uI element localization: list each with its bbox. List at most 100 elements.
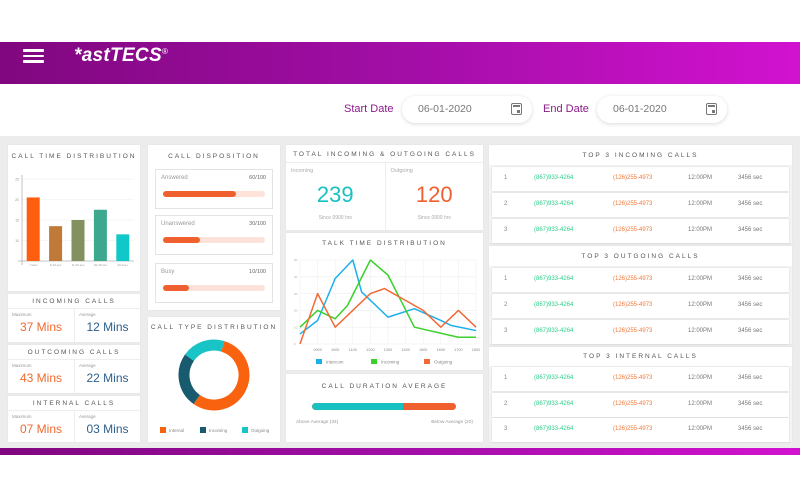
from-number[interactable]: (867)933-4264 (534, 175, 574, 181)
to-number[interactable]: (126)255-4973 (613, 401, 653, 407)
call-type-distribution-card: CALL TYPE DISTRIBUTION Internal Incoming O… (148, 317, 280, 442)
x-tick-label: 1700 (454, 348, 462, 352)
call-time: 12:00PM (688, 426, 713, 432)
card-title: INTERNAL CALLS (32, 400, 116, 407)
disposition-value: 60/100 (249, 175, 266, 181)
to-number[interactable]: (126)255-4973 (613, 375, 653, 381)
y-tick-label: 15 (15, 219, 19, 223)
hamburger-menu-icon[interactable] (23, 49, 44, 63)
card-title: INCOMING CALLS (32, 298, 116, 305)
from-number[interactable]: (867)933-4264 (534, 201, 574, 207)
rank: 3 (504, 227, 508, 233)
series-incoming (299, 259, 476, 339)
rank: 3 (504, 426, 508, 432)
total-calls-card: TOTAL INCOMING & OUTGOING CALLS Incoming… (286, 145, 483, 230)
donut-slice-incoming (178, 354, 201, 405)
rank: 2 (504, 302, 508, 308)
y-tick-label: 20 (15, 198, 19, 202)
card-title: TALK TIME DISTRIBUTION (322, 240, 447, 247)
incoming-total: Incoming 239 Since 0900 hrs (286, 162, 385, 230)
y-tick-label: 30 (294, 292, 298, 296)
from-number[interactable]: (867)933-4264 (534, 426, 574, 432)
incoming-count: 239 (316, 182, 354, 207)
start-date-input[interactable]: 06-01-2020 (402, 96, 532, 123)
call-time: 12:00PM (688, 401, 713, 407)
card-title: CALL TIME DISTRIBUTION (11, 153, 137, 160)
top-outgoing-calls-table: TOP 3 OUTGOING CALLS 1 (867)933-4264 (126)… (489, 246, 792, 344)
table-row[interactable]: 1 (867)933-4264 (126)255-4973 12:00PM 3456 s… (492, 268, 789, 292)
call-duration: 3456 sec (738, 375, 763, 381)
maximum-label: Maximum (12, 312, 32, 317)
x-tick-label: 1100 (349, 348, 357, 352)
table-row[interactable]: 2 (867)933-4264 (126)255-4973 12:00PM 3456 s… (492, 193, 789, 217)
table-row[interactable]: 1 (867)933-4264 (126)255-4973 12:00PM 3456 s… (492, 367, 789, 391)
call-duration: 3456 sec (738, 227, 763, 233)
table-title: TOP 3 INCOMING CALLS (582, 152, 699, 159)
maximum-label: Maximum (12, 414, 32, 419)
disposition-unanswered: Unanswered 30/100 (155, 215, 273, 255)
to-number[interactable]: (126)255-4973 (613, 201, 653, 207)
x-tick-label: 1600 (437, 348, 445, 352)
end-date-label: End Date (543, 103, 589, 115)
end-date-input[interactable]: 06-01-2020 (597, 96, 727, 123)
table-header (489, 145, 792, 165)
below-average-label: Below Average (20) (431, 420, 473, 425)
start-date-label: Start Date (344, 103, 394, 115)
x-tick-label: 1000 (331, 348, 339, 352)
incoming-since: Since 0900 hrs (318, 215, 352, 221)
table-row[interactable]: 1 (867)933-4264 (126)255-4973 12:00PM 3456 s… (492, 167, 789, 191)
legend-label: Outgoing (251, 428, 270, 433)
rank: 1 (504, 276, 508, 282)
legend-swatch (242, 427, 248, 433)
rank: 3 (504, 328, 508, 334)
x-tick-label: 1500 (419, 348, 427, 352)
calendar-icon[interactable] (706, 103, 717, 115)
from-number[interactable]: (867)933-4264 (534, 276, 574, 282)
to-number[interactable]: (126)255-4973 (613, 227, 653, 233)
call-time: 12:00PM (688, 328, 713, 334)
to-number[interactable]: (126)255-4973 (613, 328, 653, 334)
legend-swatch (316, 359, 322, 364)
from-number[interactable]: (867)933-4264 (534, 328, 574, 334)
bar-2 (71, 220, 85, 261)
average-label: Average (79, 414, 96, 419)
legend-label: Incoming (381, 360, 400, 365)
internal-calls-card: INTERNAL CALLS Maximum 07 Mins Average 03 … (8, 396, 140, 442)
x-tick-label: 1300 (384, 348, 392, 352)
talk-time-line-chart: 0 10 20 30 40 50 0900 1000 1100 1200 1300 1400 1500 1… (294, 258, 480, 365)
maximum-label: Maximum (12, 363, 32, 368)
x-tick-label: 6-10 sec (50, 263, 62, 267)
calendar-icon[interactable] (511, 103, 522, 115)
donut-slice-internal (193, 341, 250, 411)
from-number[interactable]: (867)933-4264 (534, 375, 574, 381)
legend-swatch (371, 359, 377, 364)
to-number[interactable]: (126)255-4973 (613, 276, 653, 282)
table-row[interactable]: 2 (867)933-4264 (126)255-4973 12:00PM 3456 s… (492, 393, 789, 417)
maximum-value: 07 Mins (19, 422, 63, 436)
table-row[interactable]: 3 (867)933-4264 (126)255-4973 12:00PM 3456 s… (492, 320, 789, 344)
from-number[interactable]: (867)933-4264 (534, 401, 574, 407)
from-number[interactable]: (867)933-4264 (534, 227, 574, 233)
y-tick-label: 20 (294, 309, 298, 313)
y-tick-label: 50 (294, 258, 298, 262)
table-header (489, 246, 792, 266)
table-header (489, 347, 792, 366)
to-number[interactable]: (126)255-4973 (613, 426, 653, 432)
table-row[interactable]: 3 (867)933-4264 (126)255-4973 12:00PM 3456 s… (492, 418, 789, 442)
legend-label: Internal (169, 428, 184, 433)
to-number[interactable]: (126)255-4973 (613, 302, 653, 308)
x-tick-label: < 5sec (29, 263, 38, 267)
progress-fill (163, 191, 237, 197)
table-row[interactable]: 2 (867)933-4264 (126)255-4973 12:00PM 3456 s… (492, 294, 789, 318)
table-row[interactable]: 3 (867)933-4264 (126)255-4973 12:00PM 3456 s… (492, 219, 789, 243)
maximum-value: 43 Mins (19, 371, 63, 385)
progress-track (163, 237, 265, 243)
to-number[interactable]: (126)255-4973 (613, 175, 653, 181)
x-tick-label: 1400 (401, 348, 409, 352)
average-value: 22 Mins (86, 371, 129, 385)
from-number[interactable]: (867)933-4264 (534, 302, 574, 308)
call-duration: 3456 sec (738, 302, 763, 308)
call-time-distribution-card: CALL TIME DISTRIBUTION 10 15 20 25 < 5sec 6-1… (8, 145, 140, 291)
legend-swatch (200, 427, 206, 433)
call-disposition-card: CALL DISPOSITION Answered 60/100 Unanswe… (148, 145, 280, 310)
